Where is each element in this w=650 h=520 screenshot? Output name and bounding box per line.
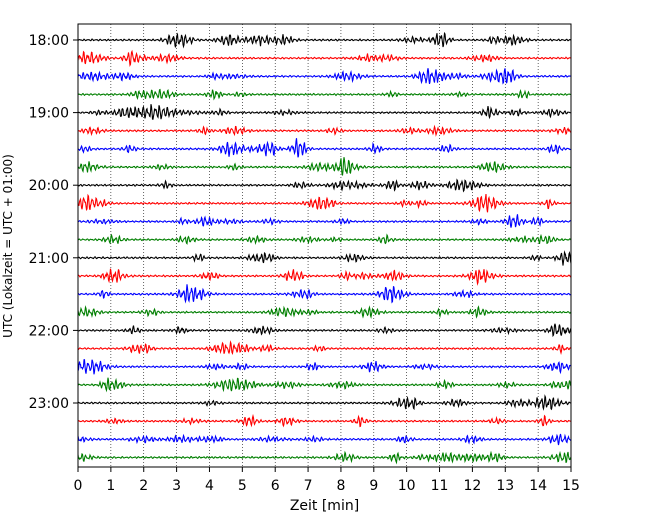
x-tick-label: 5 xyxy=(238,478,247,494)
trace-row xyxy=(77,305,572,320)
x-tick-label: 6 xyxy=(271,478,280,494)
y-tick-label: 23:00 xyxy=(29,396,69,412)
trace-row xyxy=(77,178,572,193)
x-tick-label: 2 xyxy=(139,478,148,494)
trace-row xyxy=(77,433,572,446)
x-tick-label: 9 xyxy=(369,478,378,494)
x-tick-label: 12 xyxy=(463,478,481,494)
trace-row xyxy=(77,124,572,137)
y-tick-label: 21:00 xyxy=(29,251,69,267)
x-tick-label: 10 xyxy=(398,478,416,494)
trace-row xyxy=(77,284,572,304)
plot-frame xyxy=(77,23,572,468)
trace-row xyxy=(77,193,572,213)
trace-row xyxy=(77,88,572,101)
x-tick-label: 3 xyxy=(172,478,181,494)
trace-row xyxy=(77,49,572,68)
trace-row xyxy=(77,250,572,266)
x-tick-label: 8 xyxy=(336,478,345,494)
trace-row xyxy=(77,323,572,338)
x-axis: 0 1 2 3 4 5 6 7 8 9 10 11 12 13 14 15 xyxy=(74,467,580,494)
trace-row xyxy=(77,233,572,246)
trace-row xyxy=(77,138,572,158)
trace-row xyxy=(77,413,572,428)
trace-row xyxy=(77,394,572,411)
x-axis-label: Zeit [min] xyxy=(290,498,359,514)
trace-row xyxy=(77,450,572,465)
trace-row xyxy=(77,68,572,85)
trace-row xyxy=(77,268,572,286)
x-tick-label: 11 xyxy=(431,478,449,494)
y-tick-label: 22:00 xyxy=(29,323,69,339)
y-tick-label: 19:00 xyxy=(29,106,69,122)
x-tick-label: 1 xyxy=(106,478,115,494)
trace-row xyxy=(77,31,572,49)
x-tick-label: 7 xyxy=(304,478,313,494)
y-axis: 18:00 19:00 20:00 21:00 22:00 23:00 xyxy=(29,33,78,412)
y-tick-label: 18:00 xyxy=(29,33,69,49)
trace-row xyxy=(77,157,572,176)
seismic-traces xyxy=(77,31,572,465)
x-tick-label: 4 xyxy=(205,478,214,494)
x-tick-label: 14 xyxy=(529,478,547,494)
trace-row xyxy=(77,214,572,228)
trace-row xyxy=(77,359,572,375)
y-tick-label: 20:00 xyxy=(29,178,69,194)
trace-row xyxy=(77,377,572,393)
x-tick-label: 13 xyxy=(496,478,514,494)
x-tick-label: 15 xyxy=(562,478,580,494)
y-axis-label: UTC (Lokalzeit = UTC + 01:00) xyxy=(1,154,15,338)
trace-row xyxy=(77,340,572,356)
x-tick-label: 0 xyxy=(74,478,83,494)
trace-row xyxy=(77,104,572,120)
